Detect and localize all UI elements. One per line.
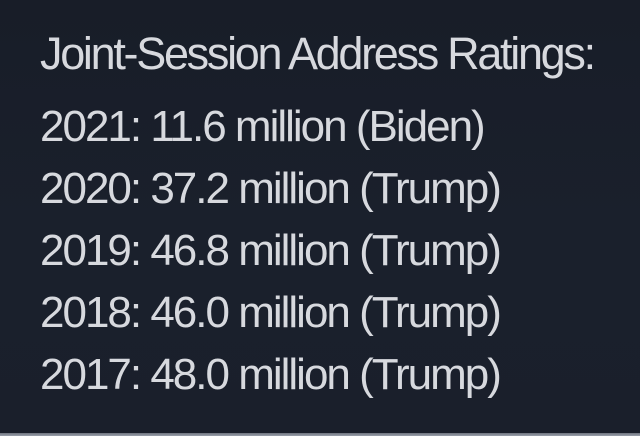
rating-item-2018: 2018: 46.0 million (Trump) (40, 288, 502, 337)
rating-item-2021: 2021: 11.6 million (Biden) (40, 102, 486, 151)
rating-item-2019: 2019: 46.8 million (Trump) (40, 226, 502, 275)
rating-item-2020: 2020: 37.2 million (Trump) (40, 164, 502, 213)
page-title: Joint-Session Address Ratings: (40, 28, 596, 79)
rating-item-2017: 2017: 48.0 million (Trump) (40, 350, 502, 399)
ratings-list: 2021: 11.6 million (Biden) 2020: 37.2 mi… (40, 96, 502, 406)
bottom-border (0, 433, 640, 436)
